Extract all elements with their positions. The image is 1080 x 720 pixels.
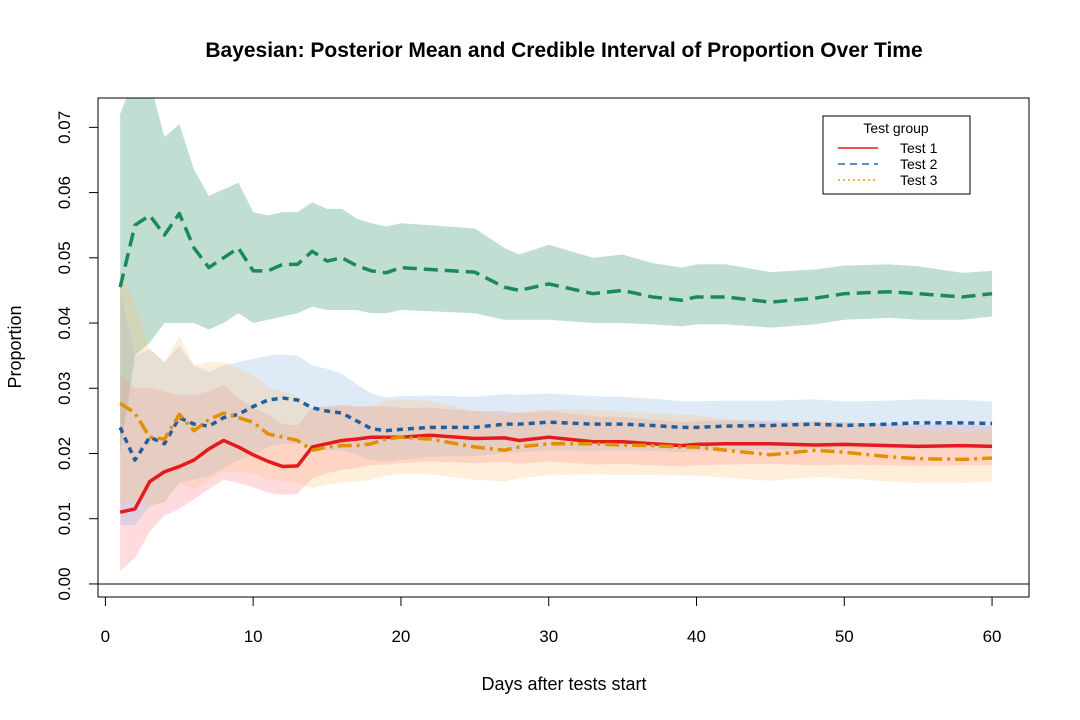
x-axis-label: Days after tests start	[481, 674, 646, 694]
mean-line-3	[118, 396, 993, 462]
y-tick-label: 0.04	[55, 306, 74, 339]
y-tick-label: 0.03	[55, 372, 74, 405]
x-tick-label: 60	[983, 627, 1002, 646]
x-tick-label: 10	[244, 627, 263, 646]
legend-box	[822, 115, 971, 195]
y-tick-label: 0.06	[55, 176, 74, 209]
legend-label-3: Test 3	[900, 172, 938, 188]
y-tick-label: 0.07	[55, 111, 74, 144]
y-axis: 0.00 0.01 0.02 0.03 0.04 0.05 0.06 0.07	[55, 111, 99, 601]
y-tick-label: 0.05	[55, 241, 74, 274]
x-tick-label: 30	[539, 627, 558, 646]
x-tick-label: 40	[687, 627, 706, 646]
credible-band-1	[120, 98, 993, 454]
mean-line-1	[118, 211, 993, 304]
x-tick-label: 50	[835, 627, 854, 646]
legend-label-2: Test 2	[900, 156, 938, 172]
plot-area	[98, 98, 1029, 585]
x-tick-label: 0	[101, 627, 110, 646]
x-axis: 0 10 20 30 40 50 60	[101, 596, 1002, 646]
mean-line-4	[119, 401, 993, 462]
y-axis-label: Proportion	[5, 305, 25, 388]
credible-band-3	[120, 290, 993, 526]
chart-title: Bayesian: Posterior Mean and Credible In…	[205, 39, 922, 62]
y-tick-label: 0.00	[55, 567, 74, 600]
x-tick-label: 20	[391, 627, 410, 646]
y-tick-label: 0.01	[55, 502, 74, 535]
legend-label-1: Test 1	[900, 140, 938, 156]
y-tick-label: 0.02	[55, 437, 74, 470]
legend-title: Test group	[863, 120, 929, 136]
